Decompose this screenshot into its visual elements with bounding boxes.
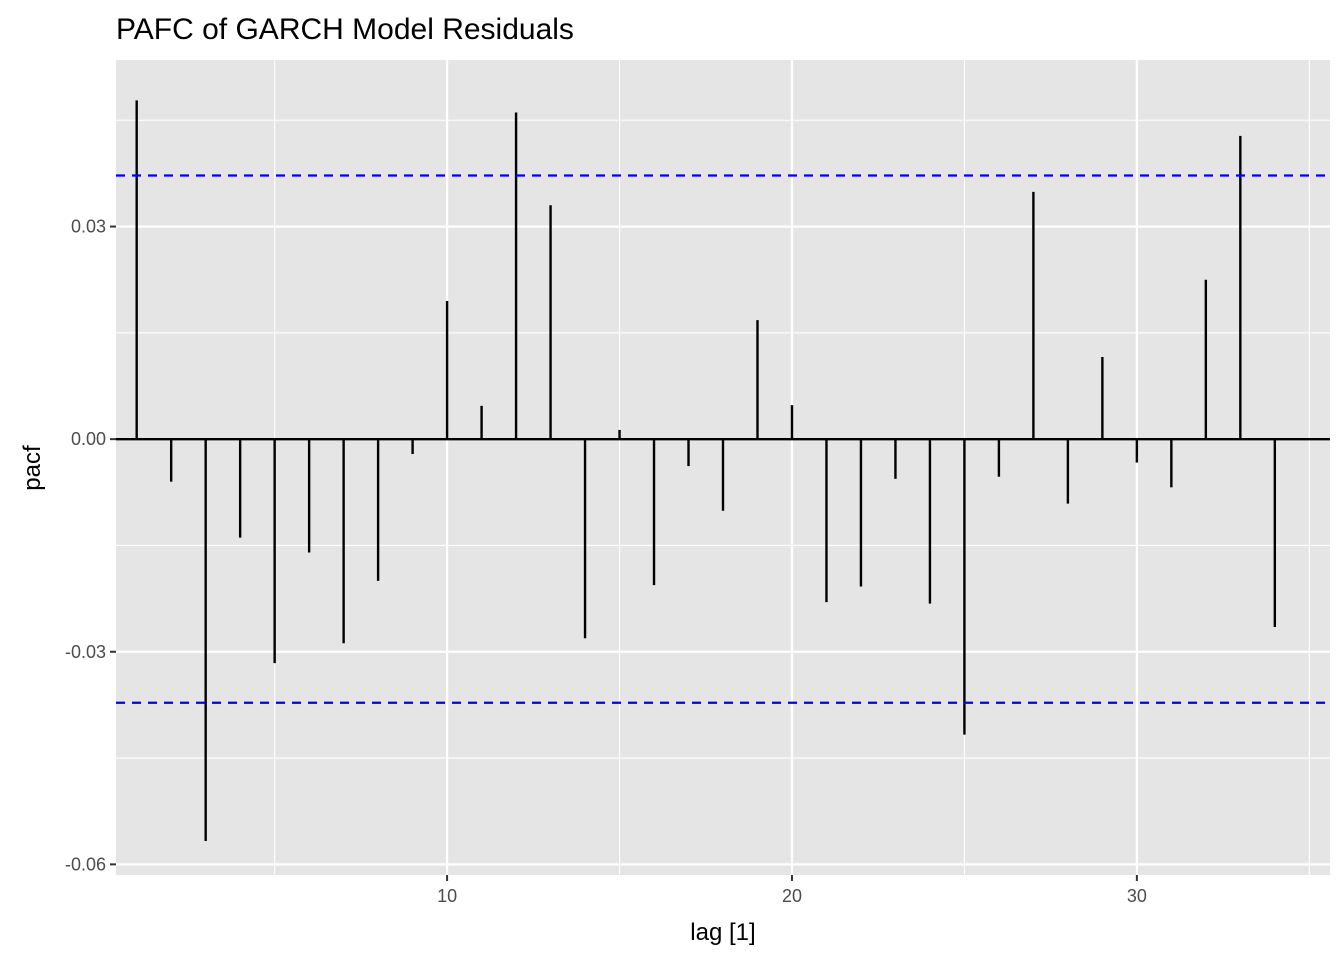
y-axis-title: pacf [19, 445, 46, 491]
y-axis: 0.03 0.00 -0.03 -0.06 [65, 217, 116, 874]
x-axis: 10 20 30 [437, 875, 1147, 906]
x-tick-label: 30 [1127, 886, 1147, 906]
major-gridlines [116, 60, 1330, 875]
pacf-bars [135, 100, 1277, 841]
y-tick-label: -0.03 [65, 642, 106, 662]
chart-title: PAFC of GARCH Model Residuals [116, 13, 574, 46]
y-tick-label: 0.00 [71, 429, 106, 449]
y-tick-label: -0.06 [65, 854, 106, 874]
x-tick-label: 10 [437, 886, 457, 906]
confidence-lines [116, 174, 1330, 704]
y-tick-label: 0.03 [71, 217, 106, 237]
x-axis-title: lag [1] [690, 919, 755, 946]
x-tick-label: 20 [782, 886, 802, 906]
